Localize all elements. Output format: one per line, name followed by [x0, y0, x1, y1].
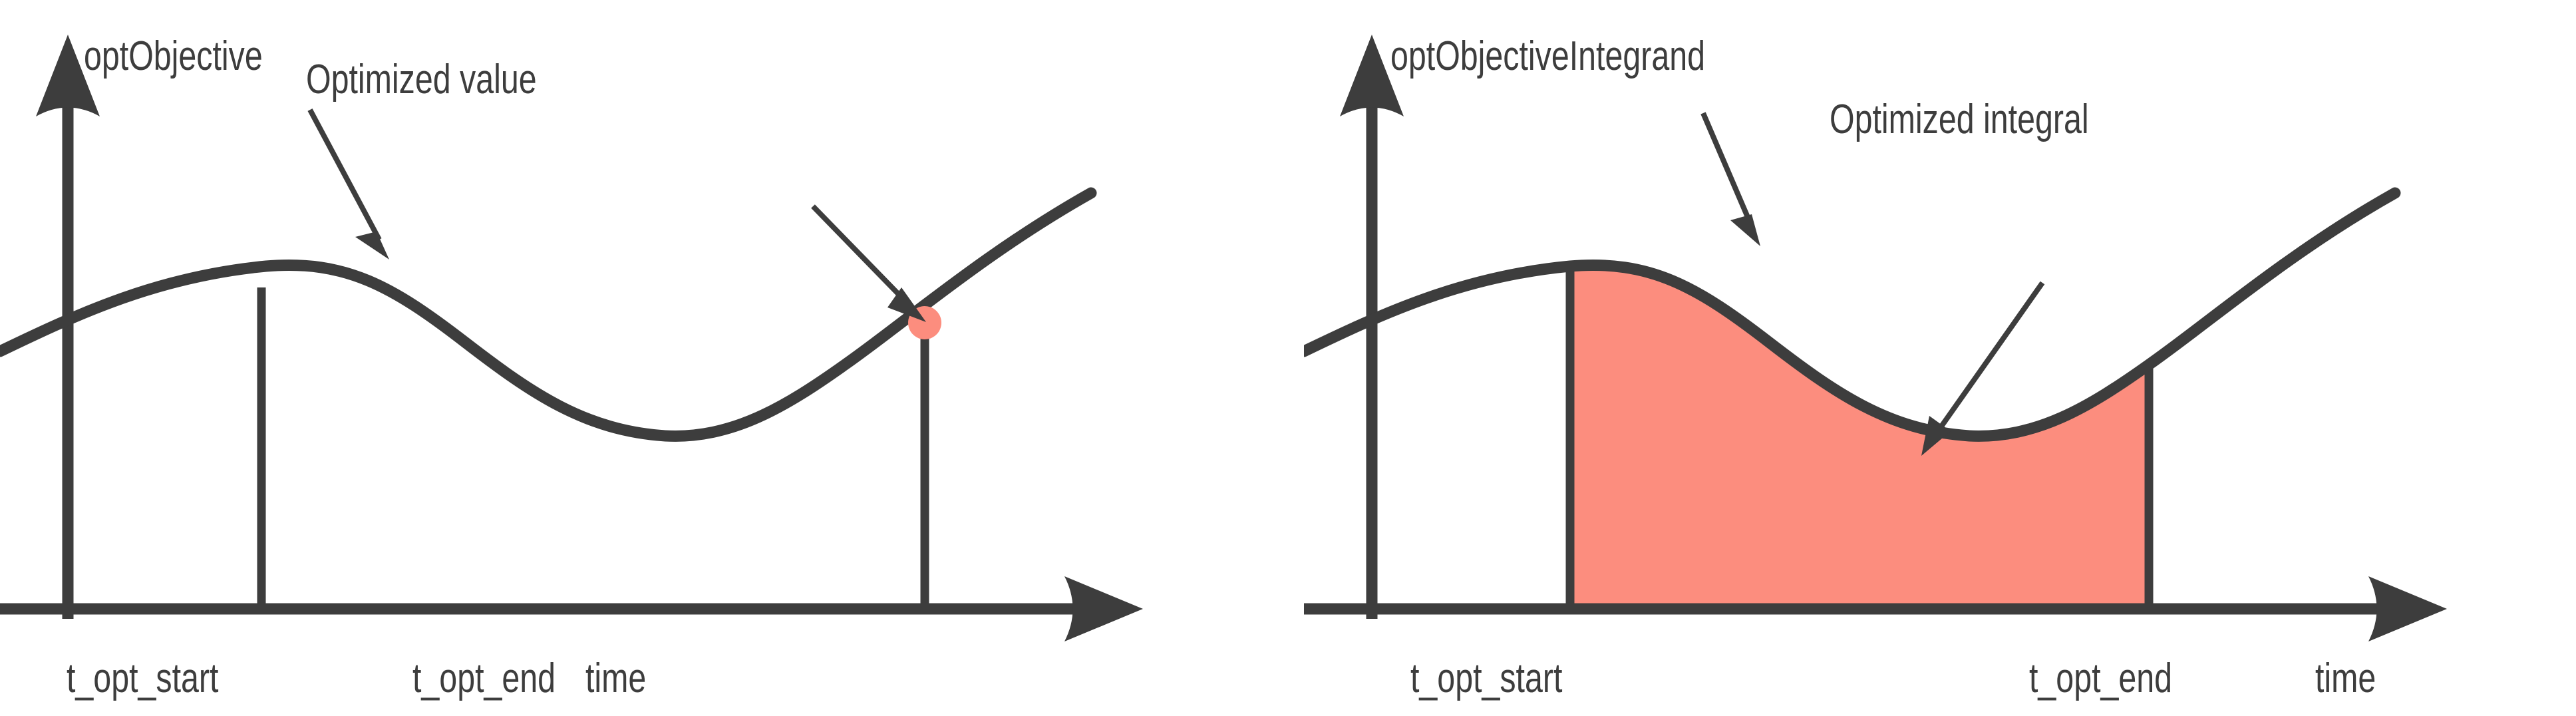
right-panel: optObjectiveIntegrand Optimized integral… [1304, 33, 2447, 701]
optimized-value-annotation-arrow [811, 204, 926, 322]
right-tick-label-t-opt-end: t_opt_end [2029, 655, 2172, 701]
right-x-axis-label: time [2315, 655, 2376, 701]
y-axis-arrowhead [36, 35, 100, 116]
optobjective-annotation-arrow [307, 108, 389, 260]
x-axis [1304, 576, 2447, 641]
optobjectiveintegrand-annotation-arrow [1700, 112, 1760, 246]
x-axis-arrowhead [1064, 576, 1143, 641]
left-tick-label-t-opt-end: t_opt_end [412, 655, 556, 701]
y-axis-arrowhead [1340, 35, 1404, 116]
optimized-value-label: Optimized value [306, 56, 537, 102]
objective-curve [0, 187, 1097, 442]
left-tick-label-t-opt-start: t_opt_start [67, 655, 219, 701]
x-axis [0, 576, 1143, 641]
integrand-curve [1304, 187, 2401, 442]
y-axis [1340, 35, 1404, 619]
optimized-integral-annotation-arrow [1921, 281, 2045, 456]
right-tick-label-t-opt-start: t_opt_start [1410, 655, 1563, 701]
optimized-integral-region [1570, 265, 2149, 609]
x-axis-arrowhead [2368, 576, 2447, 641]
optimized-integral-label: Optimized integral [1830, 96, 2089, 142]
left-panel: optObjective Optimized value t_opt_start… [0, 33, 1143, 701]
y-axis [36, 35, 100, 619]
left-curve-label: optObjective [84, 33, 263, 79]
left-x-axis-label: time [585, 655, 646, 701]
right-curve-label: optObjectiveIntegrand [1390, 33, 1705, 79]
